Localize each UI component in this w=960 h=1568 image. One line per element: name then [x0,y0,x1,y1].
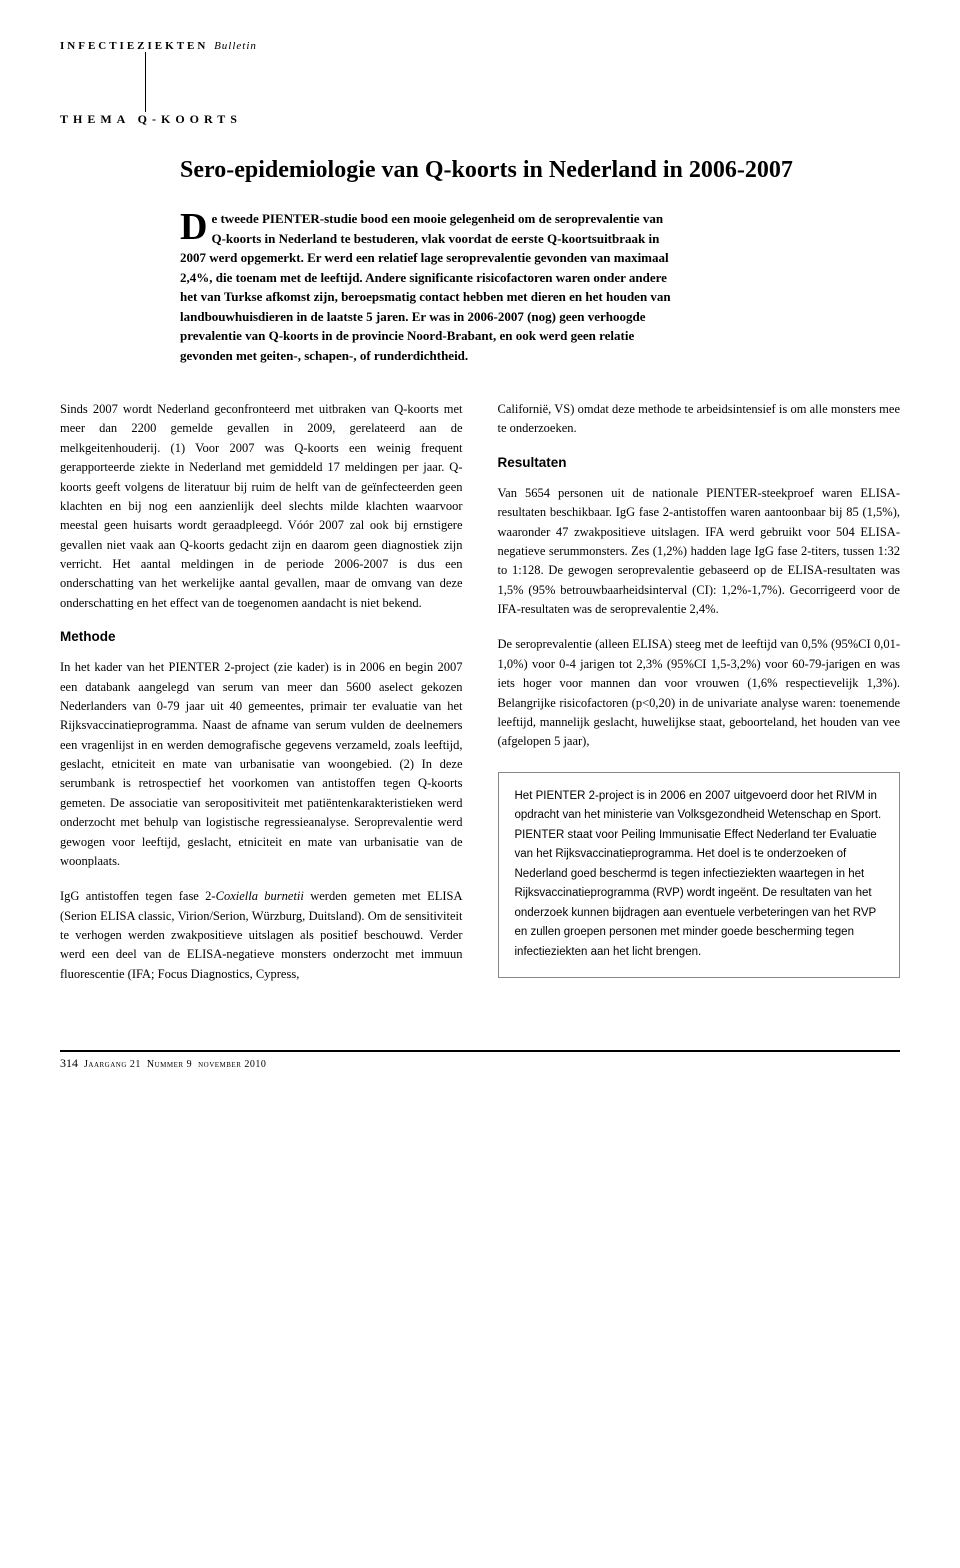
resultaten-p2: De seroprevalentie (alleen ELISA) steeg … [498,635,901,751]
methode-p1: In het kader van het PIENTER 2-project (… [60,658,463,871]
header-vertical-rule [145,52,900,112]
journal-header: INFECTIEZIEKTEN Bulletin [60,40,900,52]
footer-datum: november 2010 [198,1059,266,1070]
footer-nummer: Nummer 9 [147,1059,192,1070]
journal-name-italic: Bulletin [214,40,257,52]
methode-p2-pre: IgG antistoffen tegen fase 2- [60,889,216,903]
drop-cap: D [180,209,211,242]
left-column: Sinds 2007 wordt Nederland geconfronteer… [60,400,463,1000]
page-number: 314 [60,1056,78,1071]
article-title: Sero-epidemiologie van Q-koorts in Neder… [180,157,900,184]
intro-paragraph: Sinds 2007 wordt Nederland geconfronteer… [60,400,463,613]
resultaten-heading: Resultaten [498,455,901,470]
info-box: Het PIENTER 2-project is in 2006 en 2007… [498,772,901,978]
intro-end: Californië, VS) omdat deze methode te ar… [498,400,901,439]
theme-label: THEMA Q-KOORTS [60,112,900,127]
footer-jaargang: Jaargang 21 [84,1059,141,1070]
resultaten-p1: Van 5654 personen uit de nationale PIENT… [498,484,901,620]
page-footer: 314 Jaargang 21 Nummer 9 november 2010 [60,1050,900,1071]
article-columns: Sinds 2007 wordt Nederland geconfronteer… [60,400,900,1000]
summary-text: e tweede PIENTER-studie bood een mooie g… [180,211,671,363]
right-column: Californië, VS) omdat deze methode te ar… [498,400,901,1000]
methode-p2: IgG antistoffen tegen fase 2-Coxiella bu… [60,887,463,984]
species-name: Coxiella burnetii [216,889,304,903]
summary-block: D e tweede PIENTER-studie bood een mooie… [180,209,680,365]
journal-name-bold: INFECTIEZIEKTEN [60,40,208,52]
methode-heading: Methode [60,629,463,644]
